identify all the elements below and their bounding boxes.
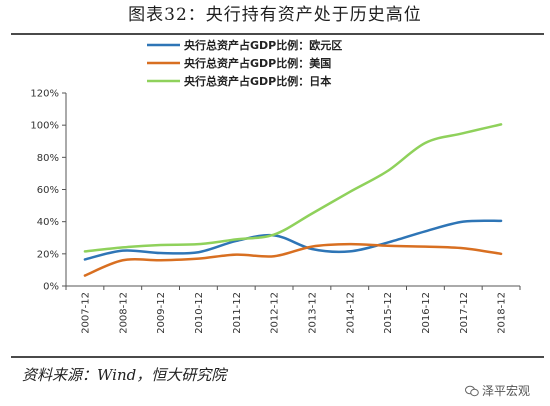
legend-label: 央行总资产占GDP比例：日本 (184, 74, 331, 88)
top-rule (11, 33, 544, 35)
x-tick-label: 2008-12 (118, 292, 129, 334)
y-tick-label: 0% (43, 282, 59, 293)
wechat-icon (464, 385, 479, 396)
legend-label: 央行总资产占GDP比例：欧元区 (184, 38, 342, 52)
x-tick-label: 2009-12 (156, 292, 167, 334)
x-tick-label: 2010-12 (194, 292, 205, 334)
y-tick-label: 80% (37, 153, 59, 164)
x-tick-label: 2007-12 (80, 292, 91, 334)
y-tick-label: 100% (30, 121, 59, 132)
series-line-1 (83, 242, 503, 277)
x-tick-label: 2014-12 (345, 292, 356, 334)
y-axis: 0% 20% 40% 60% 80% 100% 120% (30, 89, 67, 293)
x-tick-label: 2016-12 (421, 292, 432, 334)
chart-title: 图表32：央行持有资产处于历史高位 (128, 5, 422, 25)
y-tick-label: 60% (37, 185, 59, 196)
watermark-text: 泽平宏观 (481, 384, 530, 398)
series-group (83, 123, 503, 277)
x-tick-label: 2017-12 (459, 292, 470, 334)
y-tick-label: 120% (30, 89, 59, 100)
x-axis: 2007-12 2008-12 2009-12 2010-12 2011-12 2012-… (65, 285, 521, 334)
legend: 央行总资产占GDP比例：欧元区央行总资产占GDP比例：美国央行总资产占GDP比例… (147, 38, 342, 88)
line-chart: 央行总资产占GDP比例：欧元区央行总资产占GDP比例：美国央行总资产占GDP比例… (30, 38, 521, 334)
x-tick-label: 2015-12 (383, 292, 394, 334)
y-tick-label: 20% (37, 249, 59, 260)
x-tick-label: 2012-12 (270, 292, 281, 334)
bottom-rule (11, 356, 544, 358)
series-line-2 (83, 123, 503, 253)
legend-label: 央行总资产占GDP比例：美国 (184, 56, 331, 70)
x-tick-label: 2018-12 (497, 292, 508, 334)
watermark: 泽平宏观 (464, 382, 530, 399)
x-tick-label: 2011-12 (232, 292, 243, 334)
source-note: 资料来源：Wind，恒大研究院 (22, 366, 227, 384)
y-tick-label: 40% (37, 217, 59, 228)
x-tick-label: 2013-12 (307, 292, 318, 334)
series-line-0 (83, 219, 503, 261)
